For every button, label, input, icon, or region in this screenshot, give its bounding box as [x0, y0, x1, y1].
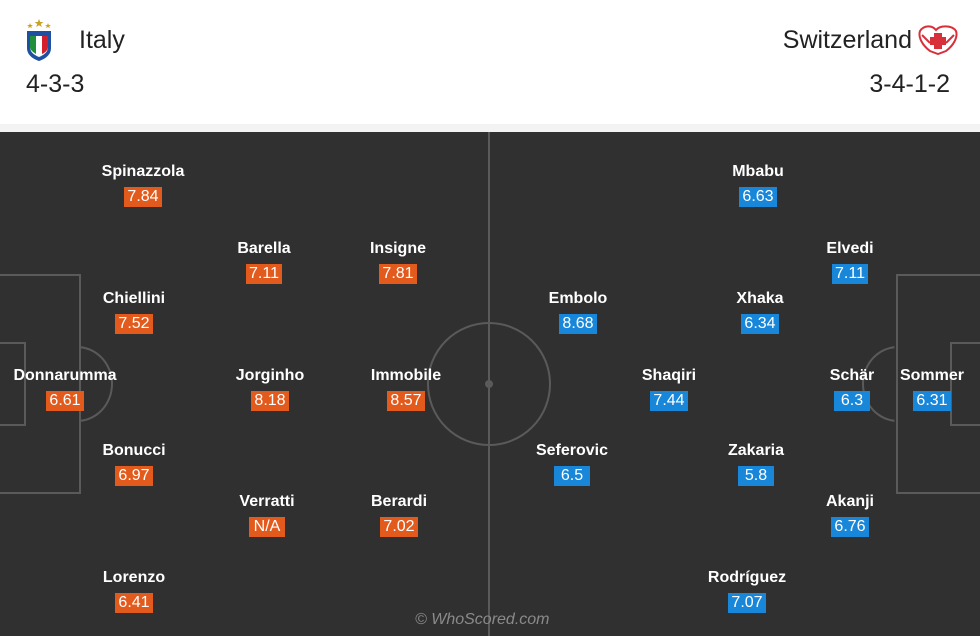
- player-name: Immobile: [370, 367, 442, 384]
- home-player[interactable]: Berardi 7.02: [339, 492, 459, 537]
- player-rating: 7.52: [115, 314, 153, 334]
- player-rating: 7.11: [246, 264, 282, 284]
- away-formation: 3-4-1-2: [869, 70, 950, 98]
- player-name: Mbabu: [732, 163, 784, 180]
- home-formation: 4-3-3: [26, 70, 85, 98]
- away-player[interactable]: Embolo 8.68: [518, 289, 638, 334]
- away-player[interactable]: Elvedi 7.11: [790, 239, 910, 284]
- player-name: Berardi: [370, 493, 428, 510]
- player-rating: 8.68: [559, 314, 597, 334]
- player-name: Lorenzo: [102, 569, 166, 586]
- away-player[interactable]: Seferovic 6.5: [512, 441, 632, 486]
- home-player[interactable]: Lorenzo 6.41: [74, 568, 194, 613]
- away-penalty-area: [896, 274, 980, 494]
- home-penalty-area: [0, 274, 81, 494]
- player-name: Verratti: [239, 493, 295, 510]
- home-team-name[interactable]: Italy: [79, 26, 125, 54]
- player-name: Spinazzola: [101, 163, 185, 180]
- away-goal-area: [950, 342, 980, 426]
- player-rating: 7.07: [728, 593, 766, 613]
- away-player[interactable]: Zakaria 5.8: [696, 441, 816, 486]
- player-name: Rodríguez: [707, 569, 787, 586]
- pitch: Spinazzola 7.84 Barella 7.11 Insigne 7.8…: [0, 132, 980, 636]
- player-rating: 6.63: [739, 187, 777, 207]
- player-rating: 7.84: [124, 187, 162, 207]
- home-goal-area: [0, 342, 26, 426]
- player-name: Barella: [237, 240, 291, 257]
- player-rating: 6.34: [741, 314, 779, 334]
- player-rating: 6.41: [115, 593, 153, 613]
- home-player[interactable]: Donnarumma 6.61: [5, 366, 125, 411]
- player-rating: 6.61: [46, 391, 84, 411]
- centre-spot: [485, 380, 493, 388]
- home-player[interactable]: Jorginho 8.18: [210, 366, 330, 411]
- player-rating: 7.11: [832, 264, 868, 284]
- player-rating: 7.02: [380, 517, 418, 537]
- player-rating: 5.8: [738, 466, 774, 486]
- match-header: Italy 4-3-3 Switzerland 3-4-1-2: [0, 0, 980, 124]
- away-player[interactable]: Mbabu 6.63: [698, 162, 818, 207]
- away-player[interactable]: Akanji 6.76: [790, 492, 910, 537]
- player-name: Elvedi: [826, 240, 874, 257]
- home-player[interactable]: Spinazzola 7.84: [83, 162, 203, 207]
- home-player[interactable]: Immobile 8.57: [346, 366, 466, 411]
- player-rating: 6.5: [554, 466, 590, 486]
- player-name: Insigne: [369, 240, 426, 257]
- player-name: Akanji: [825, 493, 874, 510]
- player-name: Bonucci: [102, 442, 166, 459]
- away-player[interactable]: Shaqiri 7.44: [609, 366, 729, 411]
- player-rating: N/A: [249, 517, 285, 537]
- home-player[interactable]: Verratti N/A: [207, 492, 327, 537]
- home-player[interactable]: Bonucci 6.97: [74, 441, 194, 486]
- player-rating: 6.3: [834, 391, 870, 411]
- player-rating: 6.76: [831, 517, 869, 537]
- player-name: Xhaka: [736, 290, 784, 307]
- player-name: Seferovic: [535, 442, 609, 459]
- player-rating: 8.57: [387, 391, 425, 411]
- player-name: Jorginho: [235, 367, 305, 384]
- player-rating: 7.81: [379, 264, 417, 284]
- home-player[interactable]: Barella 7.11: [204, 239, 324, 284]
- home-player[interactable]: Chiellini 7.52: [74, 289, 194, 334]
- player-rating: 8.18: [251, 391, 289, 411]
- italy-crest-icon: [27, 19, 51, 61]
- away-player[interactable]: Rodríguez 7.07: [687, 568, 807, 613]
- centre-circle: [427, 322, 551, 446]
- home-player[interactable]: Insigne 7.81: [338, 239, 458, 284]
- player-name: Schär: [829, 367, 875, 384]
- player-name: Shaqiri: [641, 367, 697, 384]
- player-rating: 7.44: [650, 391, 688, 411]
- switzerland-crest-icon: [918, 25, 958, 55]
- player-rating: 6.31: [913, 391, 951, 411]
- header-divider: [0, 124, 980, 132]
- away-player[interactable]: Xhaka 6.34: [700, 289, 820, 334]
- away-team-name[interactable]: Switzerland: [782, 26, 912, 54]
- whoscored-watermark: © WhoScored.com: [415, 611, 550, 628]
- player-name: Zakaria: [727, 442, 785, 459]
- player-name: Donnarumma: [13, 367, 117, 384]
- away-player[interactable]: Schär 6.3: [792, 366, 912, 411]
- player-name: Embolo: [548, 290, 608, 307]
- player-name: Chiellini: [102, 290, 166, 307]
- player-name: Sommer: [899, 367, 965, 384]
- away-player[interactable]: Sommer 6.31: [872, 366, 980, 411]
- player-rating: 6.97: [115, 466, 153, 486]
